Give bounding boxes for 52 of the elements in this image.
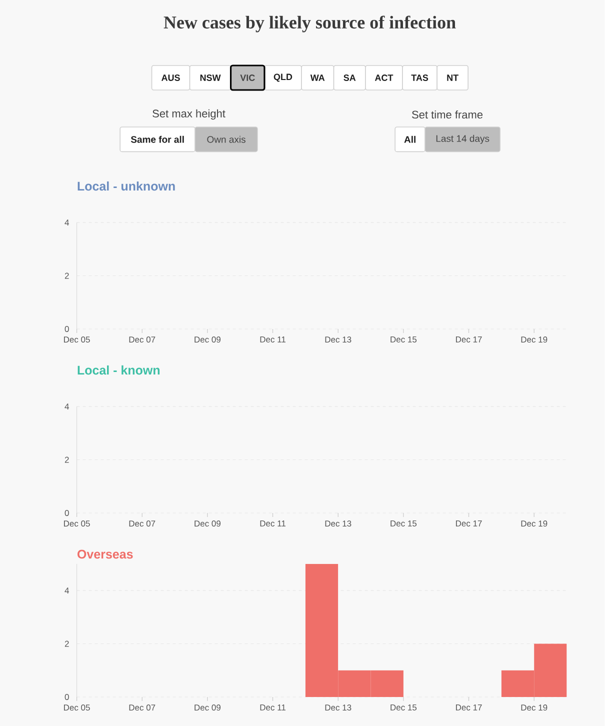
x-tick-label: Dec 17 [456,336,482,342]
text: Same for all [131,136,184,143]
text: Own axis [207,136,246,143]
chart-title: Local - known [78,365,160,375]
y-tick-label: 0 [64,510,70,516]
text: AUS [162,74,180,81]
chart-title: Local - unknown [78,181,175,191]
text: ACT [375,74,394,81]
x-tick-label: Dec 13 [325,336,352,343]
x-tick-label: Dec 09 [194,704,221,711]
x-tick-label: Dec 07 [129,520,156,527]
x-tick-label: Dec 17 [456,704,482,710]
y-tick-label: 4 [64,588,70,594]
x-tick-label: Dec 05 [64,520,90,527]
y-tick-label: 4 [64,404,70,410]
y-tick-label: 2 [65,272,69,279]
text: WA [310,74,325,81]
text: QLD [274,74,292,82]
y-tick-label: 0 [64,326,70,332]
x-tick-label: Dec 19 [521,336,548,343]
text: Set time frame [412,110,483,119]
x-tick-label: Dec 05 [64,336,90,343]
x-tick-label: Dec 15 [390,520,417,526]
y-tick-label: 2 [65,456,69,463]
text: Last 14 days [436,134,490,144]
x-tick-label: Dec 11 [260,336,286,342]
text: NT [447,74,459,81]
text: Set max height [152,109,226,120]
text: New cases by likely source of infection [164,16,456,32]
x-tick-label: Dec 15 [390,704,417,710]
x-tick-label: Dec 13 [325,704,352,711]
x-tick-label: Dec 09 [194,336,221,343]
text: SA [344,74,356,81]
x-tick-label: Dec 07 [129,704,156,711]
x-tick-label: Dec 07 [129,336,156,343]
x-tick-label: Dec 19 [521,704,548,711]
text: All [404,136,416,143]
y-tick-label: 4 [64,220,70,226]
y-tick-label: 2 [65,640,69,647]
x-tick-label: Dec 13 [325,520,352,527]
x-tick-label: Dec 15 [390,336,417,342]
text: VIC [240,74,255,81]
x-tick-label: Dec 17 [456,520,482,526]
x-tick-label: Dec 09 [194,520,221,527]
x-tick-label: Dec 05 [64,704,90,711]
text: TAS [411,74,428,81]
y-tick-label: 0 [64,694,70,700]
x-tick-label: Dec 11 [260,704,286,710]
x-tick-label: Dec 11 [260,520,286,526]
x-tick-label: Dec 19 [521,520,548,527]
chart-title: Overseas [78,550,133,559]
text: NSW [200,74,221,81]
